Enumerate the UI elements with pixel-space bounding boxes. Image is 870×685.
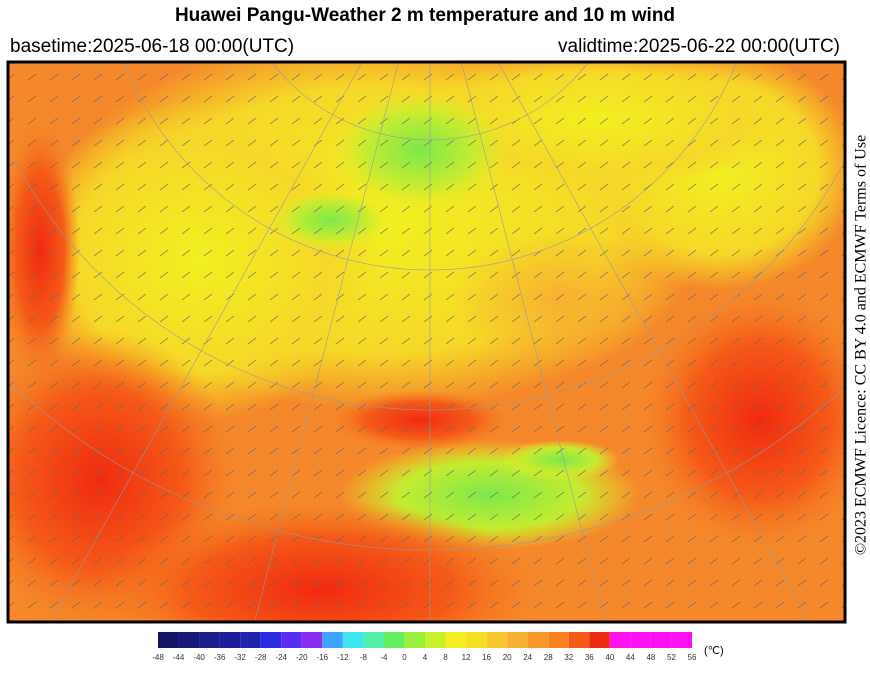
colorbar-tick-label: -40 <box>193 653 205 662</box>
colorbar-segment <box>425 632 446 648</box>
colorbar-segment <box>527 632 549 648</box>
colorbar-segment <box>260 632 282 648</box>
colorbar-tick-label: 32 <box>564 653 573 662</box>
colorbar-segment <box>650 632 672 648</box>
colorbar-tick-label: -28 <box>255 653 267 662</box>
colorbar-tick-label: -36 <box>214 653 226 662</box>
colorbar-tick-label: 36 <box>585 653 594 662</box>
colorbar-segment <box>219 632 241 648</box>
colorbar-tick-label: -24 <box>275 653 287 662</box>
colorbar-segment <box>342 632 364 648</box>
colorbar-segment <box>568 632 590 648</box>
colorbar-segment <box>322 632 343 648</box>
colorbar-tick-label: 16 <box>482 653 491 662</box>
colorbar-tick-label: 0 <box>402 653 407 662</box>
map-frame <box>6 60 847 624</box>
colorbar-tick-label: -48 <box>152 653 164 662</box>
title: Huawei Pangu-Weather 2 m temperature and… <box>175 5 675 26</box>
colorbar-tick-label: -20 <box>296 653 308 662</box>
colorbar: -48 -44 -40 -36 -32 -28 -24 -20 -16 -12 -8 -4 0 4 8 12 1… <box>152 632 724 662</box>
colorbar-segment <box>281 632 302 648</box>
colorbar-tick-label: -16 <box>317 653 329 662</box>
colorbar-tick-label: -44 <box>173 653 185 662</box>
colorbar-segment <box>486 632 508 648</box>
colorbar-segment <box>548 632 569 648</box>
colorbar-segment <box>630 632 651 648</box>
colorbar-unit: (℃) <box>704 645 724 657</box>
colorbar-tick-label: -12 <box>337 653 349 662</box>
colorbar-tick-label: 12 <box>462 653 471 662</box>
colorbar-tick-label: 44 <box>626 653 635 662</box>
colorbar-segment <box>158 632 179 648</box>
colorbar-segment <box>178 632 200 648</box>
colorbar-segment <box>240 632 261 648</box>
colorbar-segment <box>466 632 487 648</box>
licence: ©2023 ECMWF Licence: CC BY 4.0 and ECMWF… <box>853 135 870 555</box>
colorbar-tick-label: 52 <box>667 653 676 662</box>
colorbar-tick-label: -8 <box>360 653 368 662</box>
colorbar-tick-label: 24 <box>523 653 532 662</box>
colorbar-tick-label: 56 <box>688 653 697 662</box>
validtime: validtime:2025-06-22 00:00(UTC) <box>558 36 840 57</box>
colorbar-tick-label: 20 <box>503 653 512 662</box>
colorbar-tick-label: -32 <box>234 653 246 662</box>
colorbar-tick-label: 40 <box>605 653 614 662</box>
colorbar-segment <box>301 632 323 648</box>
colorbar-tick-label: 4 <box>423 653 428 662</box>
colorbar-tick-label: 48 <box>646 653 655 662</box>
colorbar-segment <box>507 632 528 648</box>
colorbar-segment <box>671 632 692 648</box>
colorbar-segment <box>589 632 610 648</box>
colorbar-tick-label: -4 <box>380 653 388 662</box>
colorbar-segment <box>445 632 467 648</box>
colorbar-segment <box>609 632 631 648</box>
colorbar-segment <box>404 632 425 648</box>
colorbar-tick-label: 8 <box>443 653 448 662</box>
colorbar-segment <box>363 632 384 648</box>
colorbar-segment <box>383 632 405 648</box>
colorbar-tick-label: 28 <box>544 653 553 662</box>
basetime: basetime:2025-06-18 00:00(UTC) <box>10 36 294 57</box>
colorbar-segment <box>199 632 220 648</box>
